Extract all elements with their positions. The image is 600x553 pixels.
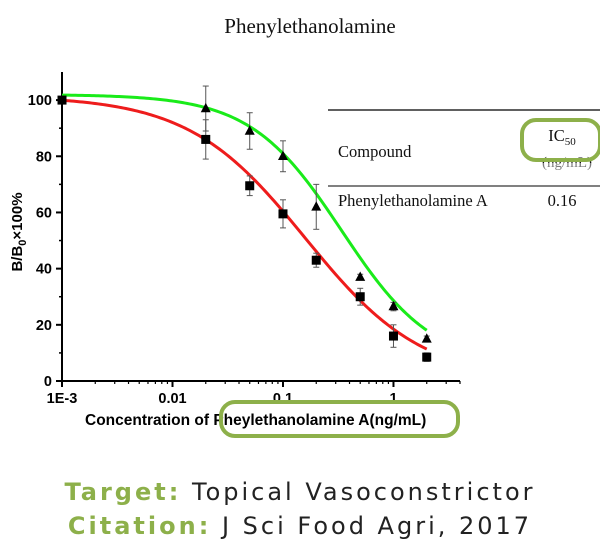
x-tick-label: 0.01 bbox=[158, 391, 186, 407]
data-point-triangle bbox=[244, 125, 255, 135]
table-col-compound: Compound bbox=[338, 142, 412, 161]
y-tick-label: 0 bbox=[44, 374, 52, 390]
y-tick-label: 100 bbox=[28, 93, 52, 109]
y-tick-label: 40 bbox=[36, 262, 52, 278]
chart-title: Phenylethanolamine bbox=[224, 14, 395, 38]
unit-overlap bbox=[526, 163, 600, 175]
data-point-triangle bbox=[311, 201, 322, 211]
target-label: Target: bbox=[64, 478, 182, 506]
x-label-highlight bbox=[219, 400, 460, 438]
y-axis-label: B/B0×100% bbox=[9, 192, 29, 271]
data-point-triangle bbox=[355, 271, 366, 281]
data-points bbox=[57, 85, 432, 362]
ic50-highlight bbox=[520, 118, 600, 162]
x-tick-label: 0.1 bbox=[273, 391, 293, 407]
data-point-square bbox=[422, 352, 432, 362]
table-row-compound: Phenylethanolamine A bbox=[338, 191, 488, 210]
table-row-value: 0.16 bbox=[548, 191, 577, 210]
ic50-table: Compound IC50 (ng/mL) Phenylethanolamine… bbox=[328, 109, 600, 210]
x-tick-label: 1 bbox=[389, 391, 397, 407]
citation-value: J Sci Food Agri, 2017 bbox=[221, 512, 533, 540]
table-col-ic50: IC50 bbox=[548, 126, 576, 148]
chart-axes: 0 20 40 60 80 100 1E-3 0.01 0.1 1 bbox=[28, 72, 461, 407]
citation-line: Citation: J Sci Food Agri, 2017 bbox=[0, 512, 600, 540]
data-point-square bbox=[355, 292, 365, 302]
fit-curves bbox=[61, 93, 428, 351]
y-tick-label: 60 bbox=[36, 205, 52, 221]
data-point-square bbox=[57, 95, 67, 105]
data-point-square bbox=[388, 331, 398, 341]
x-tick-label: 1E-3 bbox=[47, 391, 78, 407]
citation-label: Citation: bbox=[67, 512, 212, 540]
y-tick-label: 20 bbox=[36, 318, 52, 334]
fit-curve-triangle bbox=[61, 93, 428, 332]
data-point-square bbox=[201, 134, 211, 144]
data-point-triangle bbox=[200, 102, 211, 113]
x-axis-label: Concentration of Pheylethanolamine A(ng/… bbox=[85, 412, 426, 429]
data-point-triangle bbox=[277, 150, 288, 161]
data-point-triangle bbox=[388, 300, 399, 311]
data-point-square bbox=[245, 181, 255, 191]
target-line: Target: Topical Vasoconstrictor bbox=[0, 478, 600, 506]
data-point-square bbox=[311, 255, 321, 265]
data-point-square bbox=[278, 209, 288, 219]
target-value: Topical Vasoconstrictor bbox=[191, 478, 536, 506]
y-tick-label: 80 bbox=[36, 149, 52, 165]
fit-curve-square bbox=[61, 98, 428, 351]
data-point-triangle bbox=[421, 333, 432, 343]
